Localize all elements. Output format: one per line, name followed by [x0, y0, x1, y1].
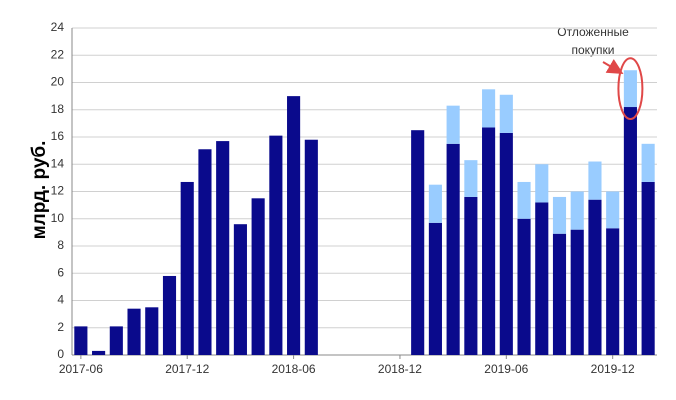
bar	[570, 191, 584, 230]
bar	[446, 105, 460, 144]
bar	[535, 202, 549, 355]
bar	[535, 164, 549, 203]
bar	[74, 326, 88, 355]
bar	[180, 181, 194, 355]
annotation-line: покупки	[571, 43, 614, 57]
annotation-arrow	[602, 59, 624, 75]
bar	[411, 130, 425, 355]
y-tick-label: 22	[51, 47, 65, 61]
y-tick-label: 20	[51, 75, 65, 89]
x-tick-label: 2018-12	[378, 362, 422, 376]
y-tick-label: 12	[51, 184, 65, 198]
y-tick-label: 4	[57, 293, 64, 307]
bar	[606, 191, 620, 229]
bar	[428, 222, 442, 355]
bar	[482, 127, 496, 356]
bar	[464, 160, 478, 197]
bar	[588, 161, 602, 200]
bar	[499, 132, 513, 355]
bar	[552, 233, 567, 355]
y-tick-label: 0	[57, 347, 64, 361]
bar	[428, 184, 442, 223]
bar	[623, 107, 637, 356]
bar	[198, 149, 212, 355]
x-tick-label: 2019-06	[484, 362, 528, 376]
bar	[517, 181, 531, 219]
y-tick-label: 14	[51, 156, 65, 170]
y-axis-label: млрд. руб.	[29, 141, 50, 240]
bar	[499, 94, 513, 133]
annotation-circle	[617, 57, 644, 121]
bar	[606, 228, 620, 355]
bar	[570, 229, 584, 355]
y-tick-label: 18	[51, 102, 65, 116]
bar	[623, 70, 637, 108]
bar	[517, 218, 531, 355]
x-tick-label: 2017-06	[59, 362, 103, 376]
x-tick-label: 2018-06	[272, 362, 316, 376]
x-tick-label: 2019-12	[591, 362, 635, 376]
y-tick-label: 2	[57, 320, 64, 334]
y-tick-label: 16	[51, 129, 65, 143]
bar	[482, 89, 496, 128]
y-tick-label: 6	[57, 265, 64, 279]
bar	[92, 350, 106, 355]
bar	[216, 141, 230, 355]
bar	[251, 198, 265, 355]
bar	[641, 143, 655, 182]
y-tick-label: 24	[51, 20, 65, 34]
bar	[588, 199, 602, 355]
bar	[304, 139, 318, 355]
bar	[127, 308, 141, 355]
annotation-line: Отложенные	[557, 25, 629, 39]
y-tick-label: 10	[51, 211, 65, 225]
bar	[109, 326, 123, 355]
bar	[145, 307, 159, 355]
x-tick-label: 2017-12	[165, 362, 209, 376]
bar	[287, 96, 301, 355]
bar	[269, 135, 283, 355]
bar	[446, 143, 460, 355]
bar	[464, 196, 478, 355]
bar	[552, 196, 567, 234]
y-tick-label: 8	[57, 238, 64, 252]
bar	[162, 275, 177, 355]
bar	[233, 224, 247, 355]
bar	[641, 181, 655, 355]
